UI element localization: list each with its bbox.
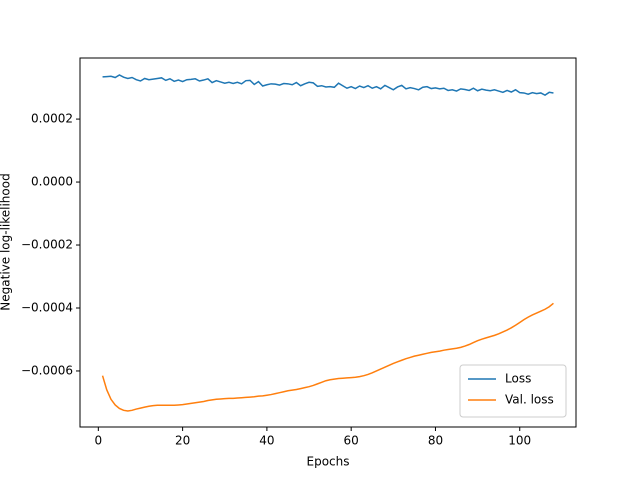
y-tick-label: 0.0002	[31, 112, 73, 126]
y-tick-label: −0.0006	[21, 363, 73, 377]
legend-label: Val. loss	[505, 393, 554, 407]
legend-label: Loss	[505, 372, 531, 386]
y-tick-label: 0.0000	[31, 175, 73, 189]
y-tick-label: −0.0002	[21, 238, 73, 252]
data-line	[101, 302, 554, 412]
x-tick-label: 80	[428, 434, 443, 448]
legend: Loss Val. loss	[459, 364, 567, 418]
plot-frame	[79, 57, 577, 428]
x-tick-label: 60	[344, 434, 359, 448]
y-tick-label: −0.0004	[21, 300, 73, 314]
legend-box	[459, 364, 567, 418]
x-tick-label: 0	[95, 434, 103, 448]
x-tick-label: 20	[175, 434, 190, 448]
x-tick-label: 100	[508, 434, 531, 448]
x-tick-label: 40	[259, 434, 274, 448]
x-axis-label: Epochs	[307, 455, 350, 469]
data-line	[102, 74, 554, 97]
y-axis-label: Negative log-likelihood	[0, 173, 13, 310]
